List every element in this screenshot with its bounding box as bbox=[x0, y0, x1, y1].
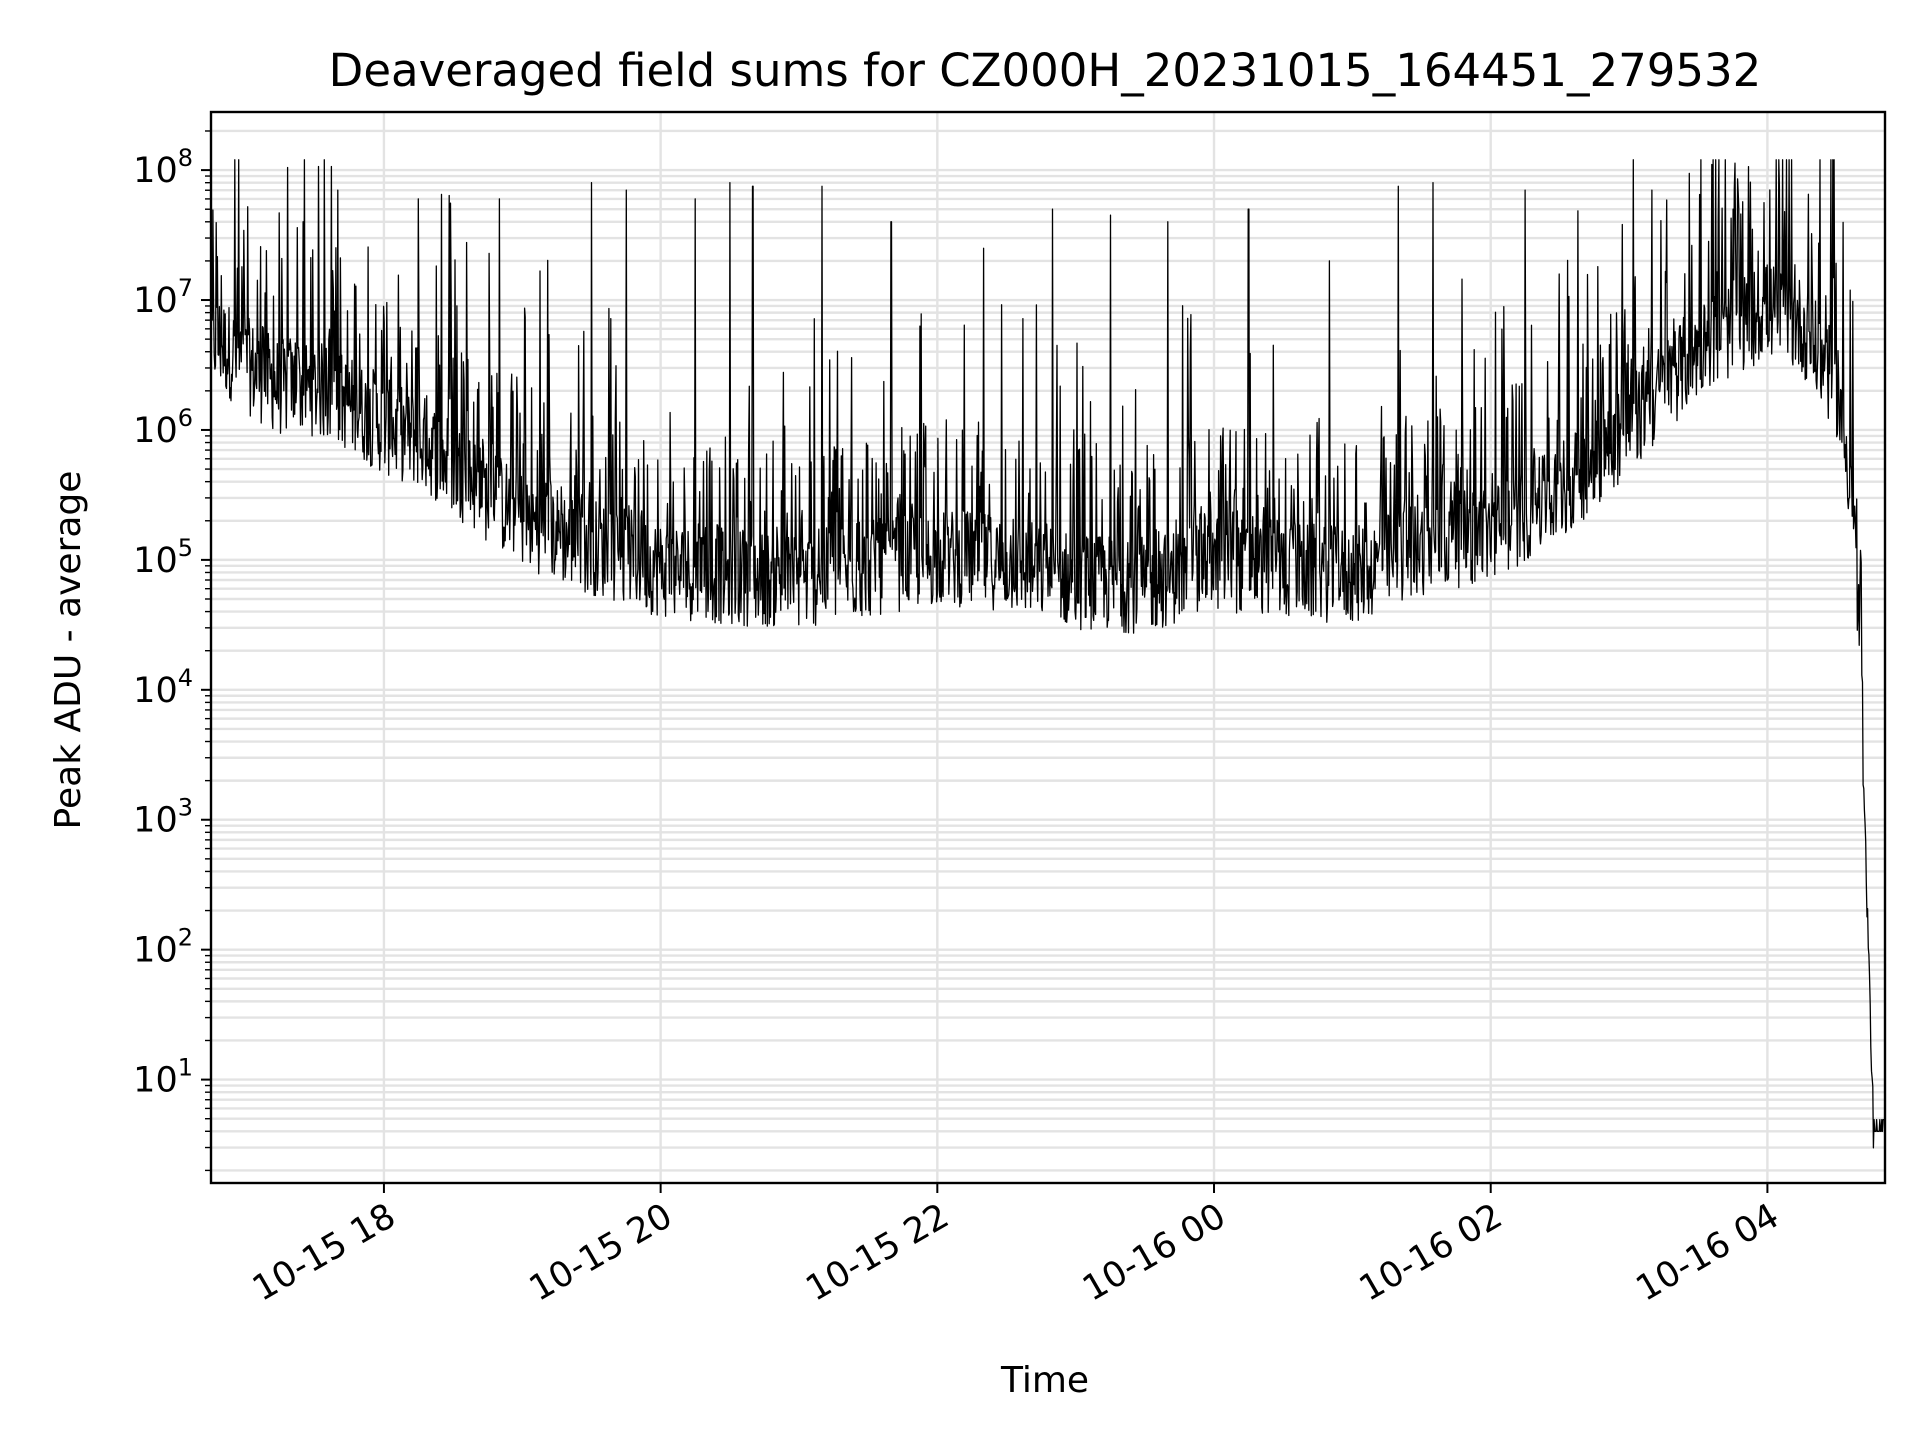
axes-frame bbox=[209, 110, 1887, 1185]
series-line bbox=[210, 159, 1886, 1149]
data-series bbox=[210, 159, 1886, 1149]
x-axis-label: Time bbox=[1000, 1360, 1089, 1401]
y-axis-label: Peak ADU - average bbox=[48, 471, 89, 830]
y-tick-label: 107 bbox=[133, 274, 193, 321]
y-tick-label: 104 bbox=[133, 664, 193, 711]
y-tick-label: 102 bbox=[133, 924, 193, 971]
y-tick-label: 108 bbox=[133, 144, 193, 191]
chart-title: Deaveraged field sums for CZ000H_2023101… bbox=[329, 44, 1762, 97]
y-tick-label: 105 bbox=[133, 534, 193, 581]
y-tick-label: 106 bbox=[133, 404, 193, 451]
y-tick-label: 103 bbox=[133, 794, 193, 841]
y-tick-label: 101 bbox=[133, 1054, 193, 1101]
axis-ticks bbox=[201, 130, 1769, 1193]
